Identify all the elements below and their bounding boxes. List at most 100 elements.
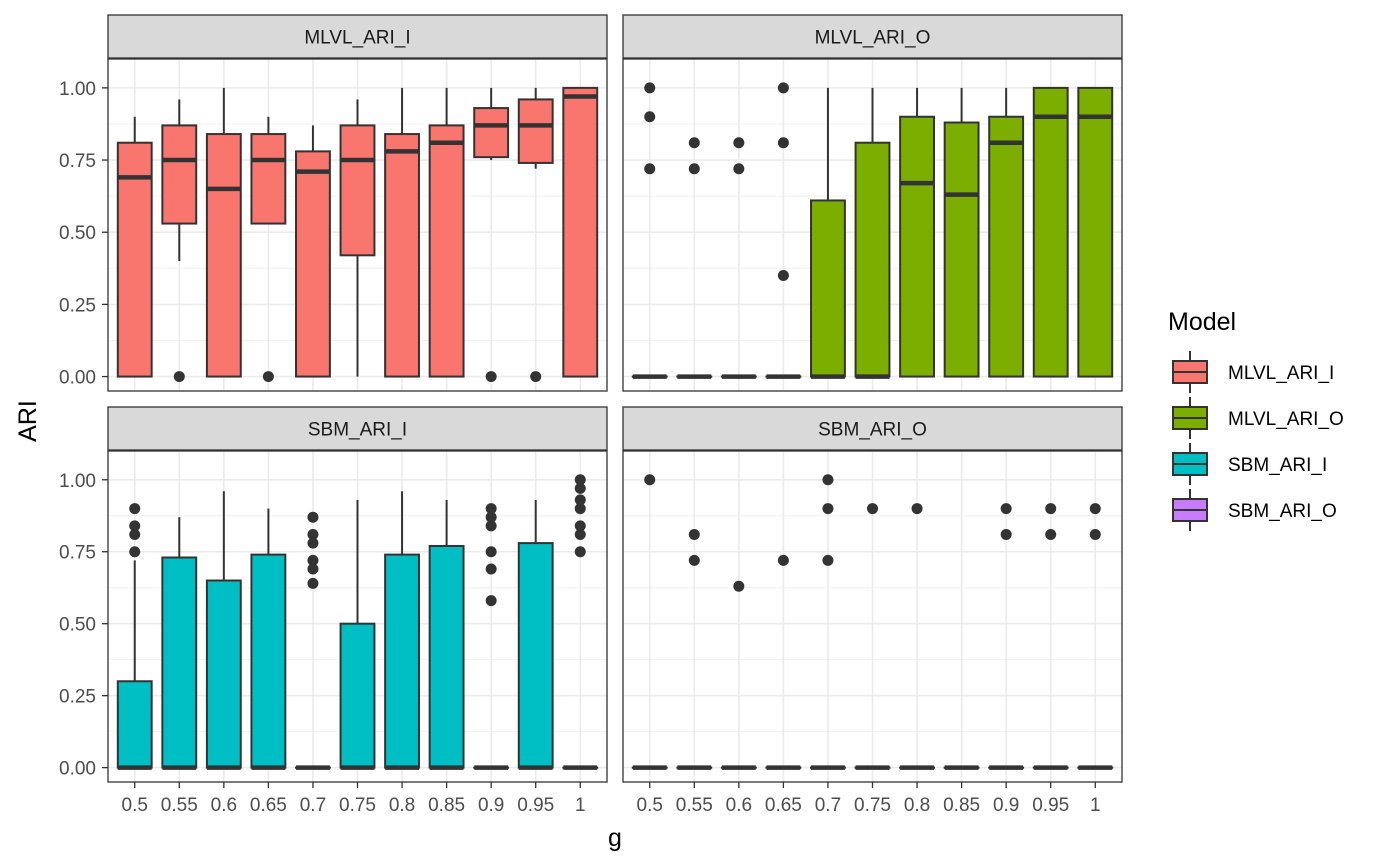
box-0.65 (765, 82, 802, 379)
outlier-point (1000, 528, 1012, 540)
outlier-point (307, 511, 319, 523)
facet-panel-sbm-ari-i: SBM_ARI_I 0.00 0.25 0.50 0.75 1.00 0.5 0.55 0.6 0… (59, 406, 608, 816)
box-body (161, 556, 198, 769)
x-tick-label: 0.5 (122, 795, 148, 816)
box-body (339, 622, 376, 769)
y-tick-label: 0.50 (59, 615, 96, 636)
x-tick-label: 0.85 (943, 795, 980, 816)
outlier-point (574, 503, 586, 515)
outlier-point (574, 494, 586, 506)
box-0.95 (517, 87, 554, 383)
box-body (517, 542, 554, 769)
box-0.75 (339, 499, 376, 770)
box-0.9 (473, 87, 510, 383)
box-0.95 (1032, 86, 1069, 378)
box-0.8 (384, 491, 420, 770)
box-0.8 (899, 87, 935, 378)
outlier-point (307, 528, 319, 540)
box-0.8 (899, 503, 935, 770)
outlier-point (1089, 503, 1101, 515)
outlier-point (644, 163, 656, 175)
facet-panel-sbm-ari-o: SBM_ARI_O 0.5 0.55 0.6 0.65 0.7 0.75 0.8 0.85 0.9… (622, 406, 1123, 816)
outlier-point (1000, 503, 1012, 515)
facet-strip-label: MLVL_ARI_O (815, 28, 931, 49)
box-0.95 (1032, 503, 1069, 770)
legend-label: SBM_ARI_I (1228, 455, 1327, 476)
outlier-point (530, 371, 542, 383)
y-tick-label: 1.00 (59, 471, 96, 492)
box-0.9 (988, 503, 1025, 770)
box-0.7 (810, 87, 846, 379)
legend: Model MLVL_ARI_I MLVL_ARI_O SBM_ARI_I SBM_A… (1168, 308, 1344, 531)
box-0.85 (428, 87, 465, 378)
outlier-point (485, 520, 497, 532)
outlier-point (644, 111, 656, 123)
panel-border (622, 58, 1123, 392)
box-0.5 (631, 82, 668, 379)
outlier-point (485, 595, 497, 607)
y-axis-title: ARI (14, 400, 42, 442)
box-0.7 (295, 125, 331, 378)
outlier-point (1045, 528, 1057, 540)
box-1 (1077, 86, 1114, 378)
x-tick-label: 0.75 (339, 795, 376, 816)
x-tick-label: 1 (1090, 795, 1101, 816)
box-0.75 (854, 87, 891, 379)
box-body (428, 544, 465, 769)
y-tick-label: 0.25 (59, 295, 96, 316)
y-tick-label: 0.00 (59, 368, 96, 389)
outlier-point (777, 554, 789, 566)
outlier-point (574, 528, 586, 540)
x-tick-label: 0.55 (161, 795, 198, 816)
box-body (517, 98, 554, 164)
outlier-point (1045, 503, 1057, 515)
box-body (384, 133, 420, 378)
outlier-point (911, 503, 923, 515)
box-body (810, 199, 846, 378)
box-0.5 (116, 503, 153, 770)
outlier-point (574, 546, 586, 558)
outlier-point (777, 137, 789, 149)
facet-strip (107, 14, 608, 59)
outlier-point (262, 371, 274, 383)
outlier-point (1089, 528, 1101, 540)
box-0.85 (943, 87, 980, 378)
box-body (295, 150, 331, 378)
box-0.75 (854, 503, 891, 770)
box-0.6 (720, 580, 757, 770)
box-body (428, 124, 465, 378)
outlier-point (733, 580, 745, 592)
x-tick-label: 0.55 (676, 795, 713, 816)
outlier-point (644, 82, 656, 94)
y-tick-label: 0.00 (59, 759, 96, 780)
box-0.65 (765, 554, 802, 770)
box-body (988, 115, 1025, 378)
x-tick-label: 0.95 (1032, 795, 1069, 816)
box-0.85 (428, 499, 465, 770)
y-tick-label: 0.75 (59, 543, 96, 564)
box-0.5 (116, 116, 153, 378)
x-axis-title: g (608, 824, 622, 852)
outlier-point (822, 554, 834, 566)
legend-key-sbm-ari-o: SBM_ARI_O (1172, 489, 1337, 531)
outlier-point (822, 474, 834, 486)
outlier-point (307, 554, 319, 566)
box-0.55 (161, 517, 198, 770)
box-0.65 (250, 508, 287, 770)
outlier-point (688, 528, 700, 540)
outlier-point (733, 137, 745, 149)
box-body (562, 86, 599, 378)
outlier-point (867, 503, 878, 515)
facet-strip-label: MLVL_ARI_I (304, 28, 410, 49)
box-0.55 (676, 528, 713, 770)
outlier-point (129, 520, 141, 532)
box-0.55 (676, 137, 713, 379)
outlier-point (688, 137, 700, 149)
legend-label: MLVL_ARI_I (1228, 363, 1334, 384)
box-0.6 (205, 491, 242, 770)
outlier-point (822, 503, 834, 515)
box-0.5 (631, 474, 668, 770)
x-tick-label: 0.8 (389, 795, 415, 816)
box-0.7 (810, 474, 846, 770)
